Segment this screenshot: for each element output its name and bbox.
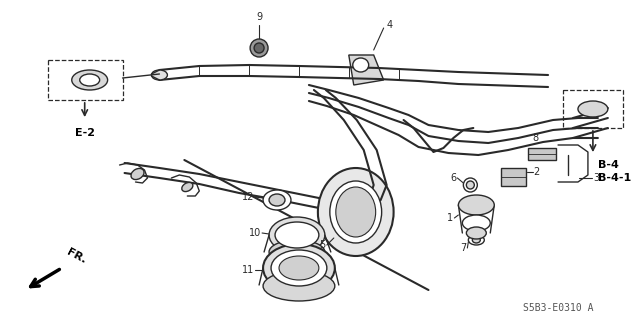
Bar	[48, 60, 123, 100]
Text: 2: 2	[533, 167, 540, 177]
Ellipse shape	[182, 182, 193, 192]
Text: 8: 8	[532, 133, 538, 143]
Text: 1: 1	[447, 213, 453, 223]
Ellipse shape	[80, 74, 100, 86]
Text: FR.: FR.	[65, 247, 88, 265]
Ellipse shape	[472, 237, 480, 243]
Ellipse shape	[254, 43, 264, 53]
Ellipse shape	[269, 194, 285, 206]
Text: 11: 11	[242, 265, 254, 275]
Text: 3: 3	[593, 173, 599, 183]
Text: 4: 4	[387, 20, 393, 30]
Ellipse shape	[269, 217, 325, 253]
Polygon shape	[349, 55, 383, 85]
Ellipse shape	[263, 271, 335, 301]
Text: B-4-1: B-4-1	[598, 173, 631, 183]
Ellipse shape	[330, 181, 381, 243]
Text: B-4: B-4	[598, 160, 619, 170]
Ellipse shape	[72, 70, 108, 90]
Ellipse shape	[263, 190, 291, 210]
Ellipse shape	[279, 256, 319, 280]
Ellipse shape	[250, 39, 268, 57]
Ellipse shape	[336, 187, 376, 237]
Ellipse shape	[269, 240, 325, 264]
Text: 10: 10	[249, 228, 261, 238]
Ellipse shape	[353, 58, 369, 72]
Text: 6: 6	[451, 173, 456, 183]
Ellipse shape	[463, 178, 477, 192]
Ellipse shape	[263, 244, 335, 292]
Ellipse shape	[467, 227, 486, 239]
Ellipse shape	[458, 195, 494, 215]
Ellipse shape	[462, 215, 490, 231]
Text: 12: 12	[242, 192, 254, 202]
Ellipse shape	[318, 168, 394, 256]
Bar	[501, 168, 526, 186]
Text: E-2: E-2	[75, 128, 95, 138]
Ellipse shape	[578, 101, 608, 117]
Text: 9: 9	[256, 12, 262, 22]
Text: 5: 5	[319, 240, 326, 250]
Ellipse shape	[131, 168, 144, 180]
Ellipse shape	[275, 222, 319, 248]
Ellipse shape	[271, 250, 327, 286]
Ellipse shape	[467, 181, 474, 189]
Text: S5B3-E0310 A: S5B3-E0310 A	[523, 303, 593, 313]
Bar	[563, 90, 623, 128]
Ellipse shape	[468, 235, 484, 245]
Bar	[528, 148, 556, 160]
Text: 7: 7	[460, 243, 467, 253]
Ellipse shape	[152, 70, 168, 80]
